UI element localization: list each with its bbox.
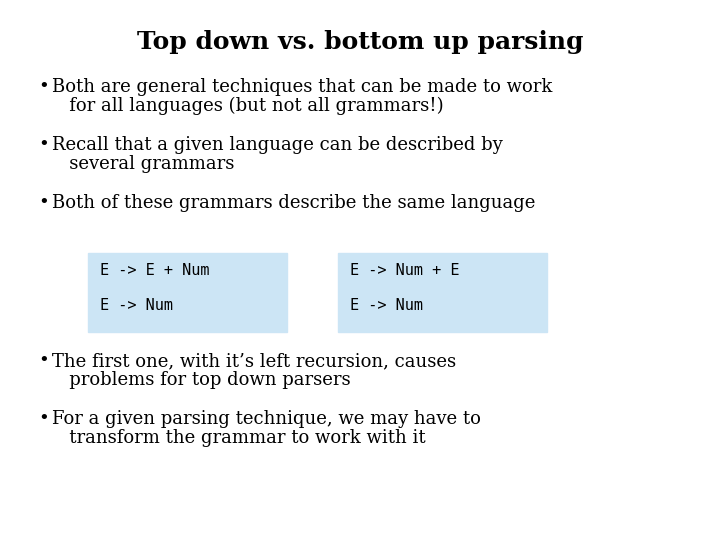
Text: several grammars: several grammars xyxy=(52,155,235,173)
Text: Both are general techniques that can be made to work: Both are general techniques that can be … xyxy=(52,78,552,96)
Text: E -> Num + E: E -> Num + E xyxy=(350,263,459,278)
Text: E -> E + Num: E -> E + Num xyxy=(100,263,210,278)
FancyBboxPatch shape xyxy=(88,253,287,332)
Text: E -> Num: E -> Num xyxy=(350,298,423,313)
Text: •: • xyxy=(38,136,49,154)
Text: Both of these grammars describe the same language: Both of these grammars describe the same… xyxy=(52,194,536,212)
Text: For a given parsing technique, we may have to: For a given parsing technique, we may ha… xyxy=(52,410,481,428)
Text: for all languages (but not all grammars!): for all languages (but not all grammars!… xyxy=(52,97,444,115)
Text: problems for top down parsers: problems for top down parsers xyxy=(52,371,351,389)
Text: •: • xyxy=(38,352,49,370)
FancyBboxPatch shape xyxy=(338,253,547,332)
Text: Top down vs. bottom up parsing: Top down vs. bottom up parsing xyxy=(137,30,583,54)
Text: E -> Num: E -> Num xyxy=(100,298,173,313)
Text: The first one, with it’s left recursion, causes: The first one, with it’s left recursion,… xyxy=(52,352,456,370)
Text: Recall that a given language can be described by: Recall that a given language can be desc… xyxy=(52,136,503,154)
Text: •: • xyxy=(38,410,49,428)
Text: •: • xyxy=(38,194,49,212)
Text: transform the grammar to work with it: transform the grammar to work with it xyxy=(52,429,426,447)
Text: •: • xyxy=(38,78,49,96)
